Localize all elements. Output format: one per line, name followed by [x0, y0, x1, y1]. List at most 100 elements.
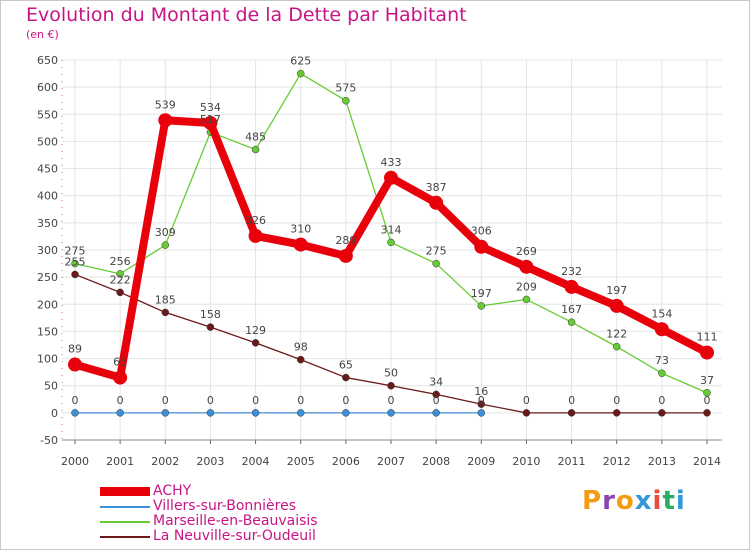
- data-label-neuville: 16: [474, 385, 488, 398]
- data-label-neuville: 34: [429, 375, 443, 388]
- proxiti-logo: Proxiti: [582, 486, 686, 516]
- data-point-marseille: [71, 259, 79, 268]
- data-point-neuville: [432, 390, 440, 399]
- data-point-marseille: [522, 295, 531, 304]
- x-tick-label: 2009: [467, 455, 495, 468]
- data-point-marseille: [703, 389, 711, 397]
- data-point-marseille: [477, 302, 486, 310]
- data-label-neuville: 0: [568, 394, 575, 407]
- data-label-achy: 111: [697, 331, 718, 344]
- logo-letter: P: [582, 486, 603, 516]
- x-tick-label: 2012: [603, 455, 631, 468]
- data-point-marseille: [251, 145, 260, 154]
- data-label-marseille: 625: [290, 55, 311, 68]
- legend-swatch-neuville: [100, 536, 150, 538]
- y-tick-label: 450: [37, 163, 58, 176]
- data-point-neuville: [567, 409, 576, 417]
- data-point-achy: [474, 239, 489, 254]
- data-label-marseille: 517: [200, 113, 221, 126]
- data-label-achy: 306: [471, 225, 492, 238]
- data-point-achy: [203, 115, 218, 130]
- y-tick-label: 550: [37, 108, 58, 121]
- data-label-neuville: 65: [339, 359, 353, 372]
- data-point-villers: [206, 409, 215, 417]
- data-label-achy: 232: [561, 265, 582, 278]
- data-point-villers: [116, 409, 124, 417]
- legend-label-villers: Villers-sur-Bonnières: [153, 498, 297, 514]
- data-point-marseille: [342, 96, 350, 105]
- data-label-achy: 539: [155, 98, 176, 111]
- data-label-marseille: 256: [110, 255, 131, 268]
- y-tick-label: 50: [44, 380, 58, 393]
- data-point-villers: [251, 409, 260, 417]
- data-label-achy: 269: [516, 245, 537, 258]
- data-point-neuville: [116, 288, 124, 297]
- data-label-achy: 534: [200, 101, 221, 114]
- data-label-marseille: 122: [606, 328, 627, 341]
- legend-label-achy: ACHY: [153, 483, 192, 499]
- data-label-marseille: 167: [561, 303, 582, 316]
- data-point-achy: [700, 345, 714, 360]
- y-tick-label: 200: [37, 298, 58, 311]
- y-tick-label: 400: [37, 190, 58, 203]
- data-label-villers: 0: [207, 394, 214, 407]
- data-point-achy: [609, 298, 624, 313]
- x-tick-label: 2005: [287, 455, 315, 468]
- data-point-villers: [71, 409, 79, 417]
- legend-label-marseille: Marseille-en-Beauvaisis: [153, 513, 318, 529]
- data-point-marseille: [387, 238, 395, 247]
- data-point-marseille: [296, 69, 305, 78]
- data-label-villers: 0: [72, 394, 79, 407]
- data-label-neuville: 0: [658, 394, 665, 407]
- legend-swatch-marseille: [100, 521, 150, 523]
- data-point-achy: [248, 228, 263, 243]
- data-point-neuville: [161, 308, 170, 317]
- x-tick-label: 2007: [377, 455, 405, 468]
- data-label-villers: 0: [342, 394, 349, 407]
- data-label-neuville: 0: [523, 394, 530, 407]
- data-label-neuville: 158: [200, 308, 221, 321]
- x-tick-label: 2003: [196, 455, 224, 468]
- data-point-villers: [477, 409, 486, 417]
- data-label-achy: 310: [290, 223, 311, 236]
- logo-letter: x: [634, 486, 653, 516]
- logo-letter: i: [652, 486, 663, 516]
- x-tick-label: 2010: [512, 455, 540, 468]
- data-label-neuville: 0: [704, 394, 711, 407]
- data-label-achy: 89: [68, 343, 82, 356]
- data-point-neuville: [206, 323, 215, 331]
- data-label-neuville: 222: [110, 273, 131, 286]
- data-label-marseille: 275: [65, 245, 86, 258]
- legend-swatch-villers: [100, 506, 150, 508]
- data-point-villers: [342, 409, 350, 417]
- data-point-neuville: [387, 381, 395, 390]
- data-label-neuville: 255: [65, 255, 86, 268]
- data-label-marseille: 197: [471, 287, 492, 300]
- data-label-neuville: 50: [384, 367, 398, 380]
- y-tick-label: 150: [37, 325, 58, 338]
- data-point-neuville: [612, 409, 621, 417]
- data-label-marseille: 309: [155, 226, 176, 239]
- data-label-neuville: 129: [245, 324, 266, 337]
- data-label-villers: 0: [433, 394, 440, 407]
- data-label-marseille: 575: [335, 82, 356, 95]
- data-label-villers: 0: [162, 394, 169, 407]
- data-point-achy: [68, 357, 82, 372]
- data-point-neuville: [703, 409, 711, 417]
- data-point-marseille: [612, 342, 621, 351]
- y-tick-label: 300: [37, 244, 58, 257]
- data-point-achy: [384, 170, 398, 185]
- data-point-neuville: [658, 409, 666, 417]
- data-label-achy: 433: [381, 156, 402, 169]
- data-label-villers: 0: [388, 394, 395, 407]
- data-point-neuville: [71, 270, 79, 279]
- x-tick-label: 2013: [648, 455, 676, 468]
- data-label-neuville: 0: [613, 394, 620, 407]
- data-point-achy: [113, 370, 128, 385]
- y-tick-label: 600: [37, 81, 58, 94]
- data-label-achy: 154: [651, 307, 672, 320]
- data-point-marseille: [432, 259, 440, 268]
- data-label-achy: 326: [245, 214, 266, 227]
- data-point-achy: [654, 322, 669, 337]
- chart-subtitle: (en €): [26, 28, 59, 41]
